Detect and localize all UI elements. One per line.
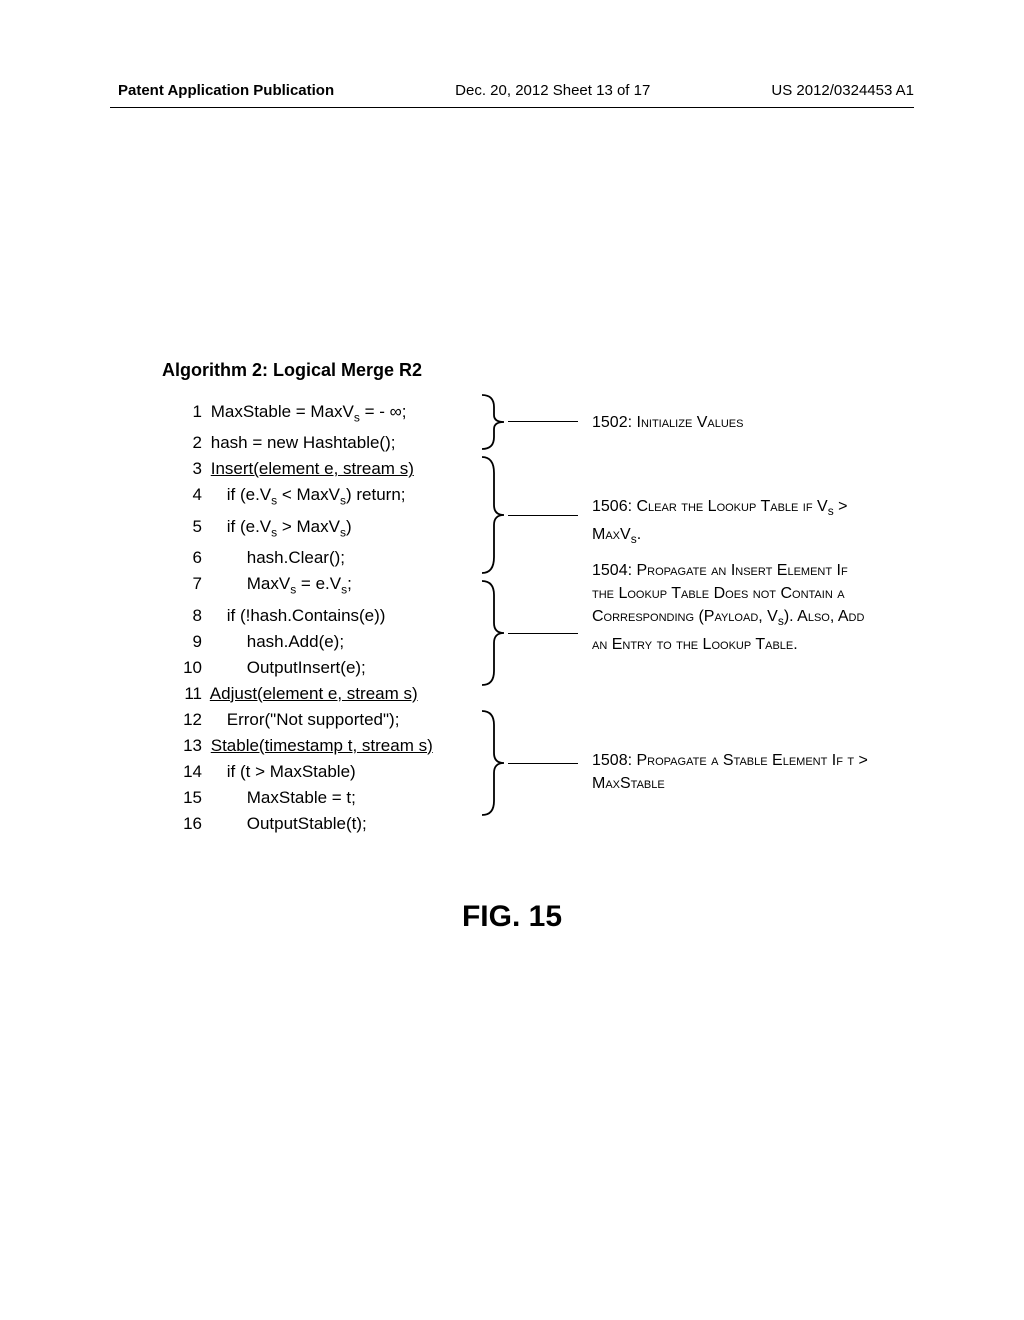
code-line-6: 6 hash.Clear(); (176, 545, 486, 571)
code-line-14: 14 if (t > MaxStable) (176, 759, 486, 785)
connector-1508 (508, 763, 578, 764)
algorithm-title: Algorithm 2: Logical Merge R2 (162, 360, 922, 381)
figure-label: FIG. 15 (0, 900, 1024, 934)
code-line-4: 4 if (e.Vs < MaxVs) return; (176, 482, 486, 513)
connector-1502 (508, 421, 578, 422)
code-column: 1 MaxStable = MaxVs = - ∞; 2 hash = new … (176, 399, 486, 837)
annotation-1504: 1504: Propagate an Insert Element If the… (592, 559, 872, 656)
code-line-11: 11 Adjust(element e, stream s) (176, 681, 486, 707)
code-line-1: 1 MaxStable = MaxVs = - ∞; (176, 399, 486, 430)
annotation-1508: 1508: Propagate a Stable Element If t > … (592, 749, 872, 795)
code-line-16: 16 OutputStable(t); (176, 811, 486, 837)
header-right: US 2012/0324453 A1 (771, 82, 914, 99)
code-line-13: 13 Stable(timestamp t, stream s) (176, 733, 486, 759)
code-line-2: 2 hash = new Hashtable(); (176, 430, 486, 456)
algorithm-body: 1 MaxStable = MaxVs = - ∞; 2 hash = new … (162, 399, 922, 839)
header-left: Patent Application Publication (118, 82, 334, 99)
code-line-12: 12 Error("Not supported"); (176, 707, 486, 733)
header-divider (110, 107, 914, 108)
header-center: Dec. 20, 2012 Sheet 13 of 17 (455, 82, 650, 99)
brace-1504-icon (480, 579, 510, 687)
code-line-3: 3 Insert(element e, stream s) (176, 456, 486, 482)
code-line-8: 8 if (!hash.Contains(e)) (176, 603, 486, 629)
content-area: Algorithm 2: Logical Merge R2 1 MaxStabl… (162, 360, 922, 839)
code-line-9: 9 hash.Add(e); (176, 629, 486, 655)
brace-1506-icon (480, 455, 510, 575)
code-line-5: 5 if (e.Vs > MaxVs) (176, 514, 486, 545)
annotation-1506: 1506: Clear the Lookup Table if Vs > Max… (592, 495, 852, 551)
brace-1508-icon (480, 709, 510, 817)
annotation-1502: 1502: Initialize Values (592, 411, 743, 434)
page-header: Patent Application Publication Dec. 20, … (0, 82, 1024, 99)
code-line-10: 10 OutputInsert(e); (176, 655, 486, 681)
brace-1502-icon (480, 393, 510, 451)
code-line-7: 7 MaxVs = e.Vs; (176, 571, 486, 602)
code-line-15: 15 MaxStable = t; (176, 785, 486, 811)
connector-1504 (508, 633, 578, 634)
connector-1506 (508, 515, 578, 516)
